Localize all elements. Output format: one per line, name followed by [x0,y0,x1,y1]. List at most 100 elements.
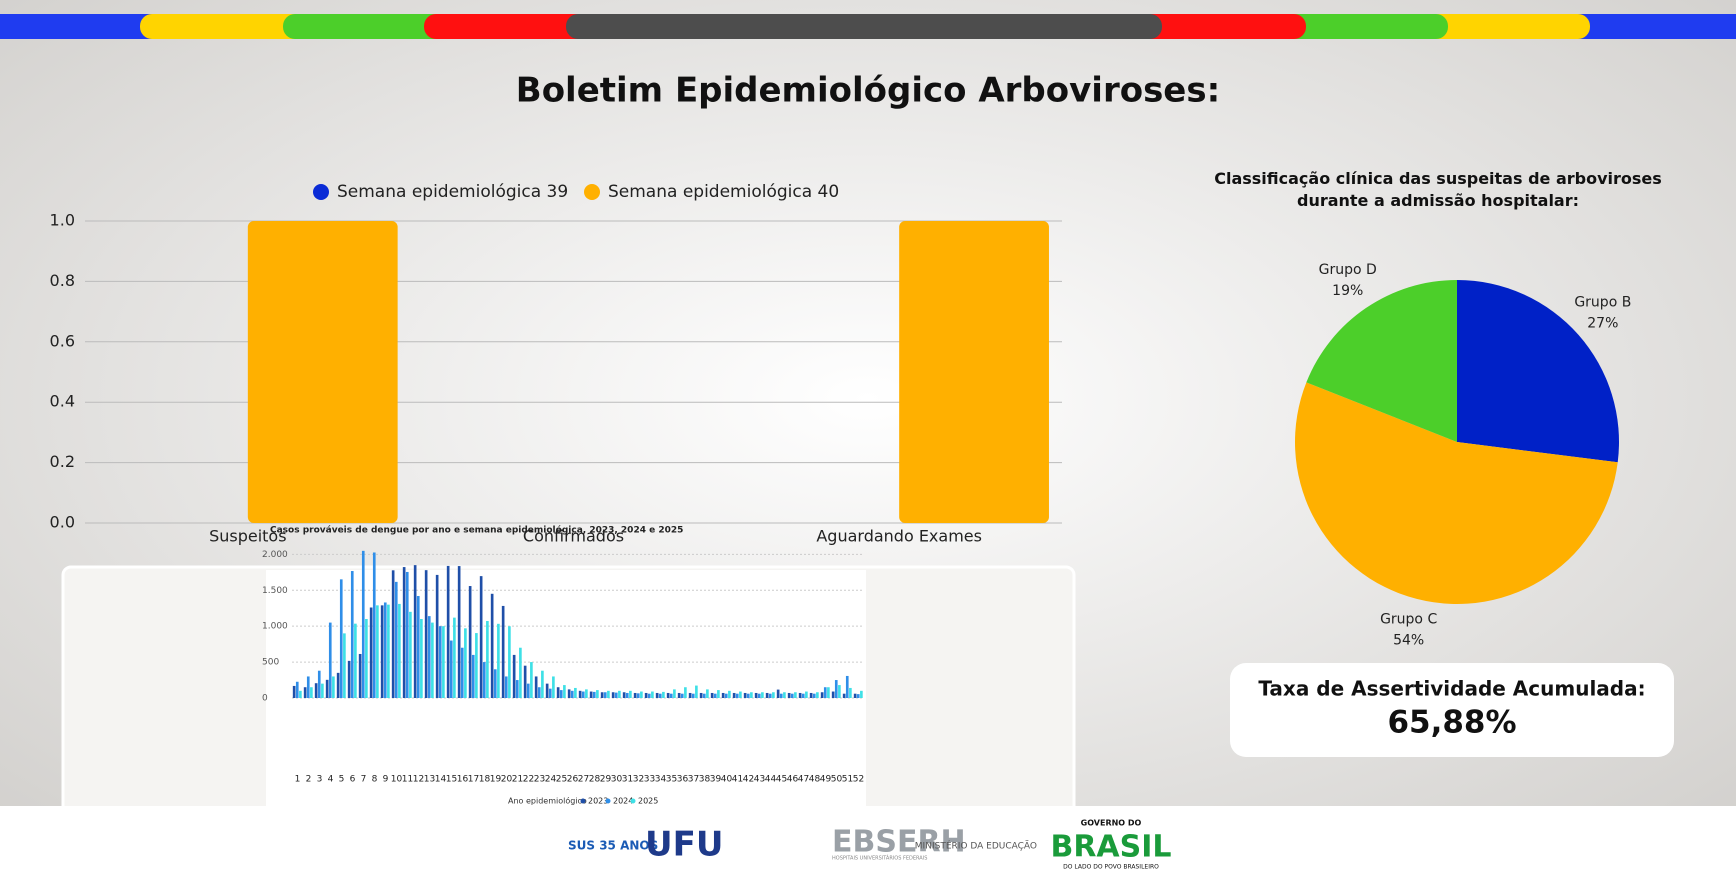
bar [435,574,439,698]
footer [0,806,1736,886]
bar [827,687,830,698]
footer-logo: UFU [645,825,723,865]
slice-label: Grupo B [1574,294,1631,310]
legend-swatch [580,798,586,804]
x-tick-label: 33 [644,775,655,785]
slice-value: 19% [1332,283,1363,299]
bar [559,690,563,698]
bar [479,576,483,698]
bar [805,691,808,698]
bar [442,626,445,698]
bar [607,690,610,698]
bar [292,685,296,698]
x-tick-label: 18 [479,775,491,785]
bar [526,683,530,698]
x-tick-label: 2 [306,775,312,785]
x-tick-label: 26 [567,775,579,785]
x-tick-label: 15 [446,775,457,785]
legend-label: Semana epidemiológica 39 [337,182,568,202]
y-tick-label: 1.500 [262,586,288,596]
bar [757,693,761,698]
x-tick-label: 38 [699,775,711,785]
bar [552,676,555,698]
x-tick-label: 24 [545,775,557,785]
x-tick-label: 43 [754,775,765,785]
bar [534,676,538,698]
bar [794,692,797,698]
x-tick-label: 21 [512,775,523,785]
x-tick-label: 19 [490,775,502,785]
chart-title: Casos prováveis de dengue por ano e sema… [270,525,683,536]
bar [666,692,670,698]
x-tick-label: 10 [391,775,403,785]
bar [567,689,571,698]
bar [717,690,720,698]
bar [787,692,791,698]
y-tick-label: 0.2 [50,452,75,471]
x-tick-label: 4 [328,775,334,785]
x-tick-label: 30 [611,775,623,785]
bar [669,693,673,698]
bar [702,693,706,698]
bar [460,647,464,698]
y-tick-label: 500 [262,658,279,668]
footer-logo: HOSPITAIS UNIVERSITÁRIOS FEDERAIS [832,855,927,862]
x-tick-label: Suspeitos [209,527,286,546]
bar [647,693,651,698]
bar [790,693,794,698]
bar [853,693,857,698]
bar [321,683,324,698]
x-tick-label: 36 [677,775,689,785]
bar [391,570,395,698]
bar [314,683,318,698]
bar [299,690,302,698]
bar [600,692,604,698]
y-tick-label: 0.0 [50,513,75,532]
chart-title: Classificação clínica das suspeitas de a… [1214,169,1662,210]
bar [471,654,475,698]
pie-slice [1457,280,1619,463]
x-tick-label: 51 [842,775,853,785]
bar [680,693,684,698]
bar [336,672,340,698]
bar [732,692,736,698]
x-tick-label: 29 [600,775,612,785]
bar [673,689,676,698]
pie-slice [1295,382,1618,604]
x-tick-label: 17 [468,775,479,785]
bar [416,596,420,698]
x-tick-label: 6 [350,775,356,785]
bar [691,693,695,698]
x-tick-label: 34 [655,775,667,785]
bar [339,579,343,698]
x-tick-label: 5 [339,775,345,785]
bar [431,622,434,698]
x-tick-label: Confirmados [523,527,624,546]
bar [387,604,390,698]
bar [402,567,406,698]
bar [713,693,717,698]
x-tick-label: 12 [413,775,424,785]
x-tick-label: 25 [556,775,567,785]
x-tick-label: 49 [820,775,832,785]
bar [457,566,461,698]
bar [398,603,401,698]
bar [519,647,522,698]
bar [369,607,373,698]
bar [739,691,742,698]
bar [490,593,494,698]
legend-label: Semana epidemiológica 40 [608,182,839,202]
bar [783,692,786,698]
bar [849,687,852,698]
bar [570,690,574,698]
bar [247,221,398,523]
pie-slice [1306,280,1457,442]
bar [365,619,368,698]
bar [508,626,511,698]
x-tick-label: 40 [721,775,733,785]
bar [622,692,626,698]
bar [358,653,362,698]
bar [303,687,307,698]
bar [482,662,486,698]
